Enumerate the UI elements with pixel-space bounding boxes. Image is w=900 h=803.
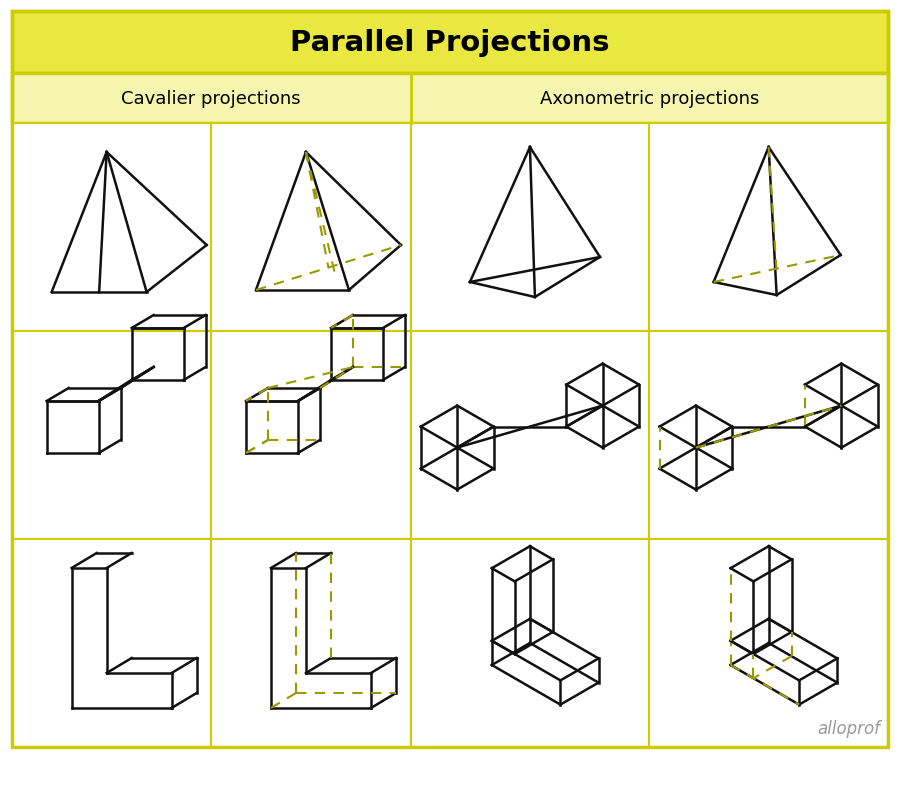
- Bar: [12, 124, 211, 332]
- Bar: [212, 124, 410, 332]
- Text: Axonometric projections: Axonometric projections: [540, 90, 759, 108]
- Text: Cavalier projections: Cavalier projections: [122, 90, 302, 108]
- Bar: [649, 124, 888, 332]
- Bar: [649, 540, 888, 747]
- Bar: [410, 332, 649, 540]
- Bar: [212, 332, 410, 540]
- Bar: [12, 332, 211, 540]
- Bar: [12, 540, 211, 747]
- Bar: [12, 12, 888, 74]
- Bar: [12, 74, 888, 124]
- Bar: [410, 124, 649, 332]
- Text: Parallel Projections: Parallel Projections: [290, 29, 610, 57]
- Bar: [212, 540, 410, 747]
- Bar: [410, 540, 649, 747]
- Text: alloprof: alloprof: [817, 719, 880, 737]
- Bar: [649, 332, 888, 540]
